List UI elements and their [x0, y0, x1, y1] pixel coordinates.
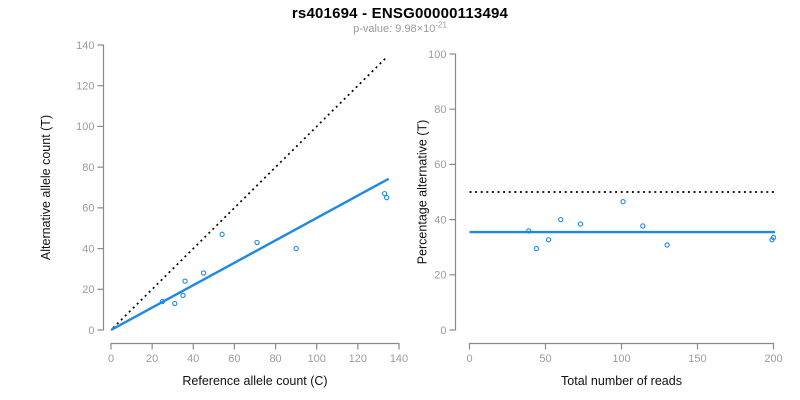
p-value-subtitle: p-value: 9.98×10-21 [0, 20, 800, 35]
y-tick-label: 40 [434, 214, 446, 226]
identity-line [112, 55, 389, 329]
x-tick-label: 40 [187, 353, 199, 365]
x-tick-label: 200 [764, 353, 782, 365]
y-tick-label: 80 [82, 162, 94, 174]
left-plot: 0 20 40 60 80 100 120 140 0 20 40 60 80 100 120 140 Refe… [39, 40, 408, 388]
y-axis-label: Percentage alternative (T) [416, 120, 430, 265]
y-tick-label: 40 [82, 243, 94, 255]
x-tick-label: 0 [466, 353, 472, 365]
x-axis-label: Total number of reads [561, 374, 682, 388]
y-tick-label: 80 [434, 104, 446, 116]
data-point [180, 292, 186, 299]
data-point [577, 221, 584, 227]
data-point [526, 228, 532, 234]
data-point [640, 223, 646, 229]
right-plot: 0 50 100 150 200 0 20 40 60 80 100 Total number of … [416, 49, 783, 388]
data-point [664, 242, 670, 248]
data-point [182, 278, 188, 284]
data-point [172, 300, 178, 307]
data-point [558, 216, 564, 223]
regression-line [110, 177, 390, 332]
x-tick-label: 0 [108, 353, 114, 365]
y-tick-label: 20 [434, 270, 446, 282]
x-tick-label: 140 [390, 353, 408, 365]
x-tick-label: 100 [308, 353, 326, 365]
y-tick-label: 100 [428, 49, 446, 61]
data-point [533, 245, 540, 252]
data-point [770, 234, 777, 241]
x-tick-label: 150 [688, 353, 706, 365]
data-point [159, 298, 166, 305]
data-point [200, 270, 207, 276]
y-tick-label: 0 [88, 325, 94, 337]
p-value-text: p-value: 9.98×10 [353, 23, 436, 35]
data-point [219, 231, 225, 237]
x-tick-label: 50 [539, 353, 551, 365]
y-tick-label: 60 [82, 203, 94, 215]
y-tick-label: 100 [76, 121, 94, 133]
chart-title: rs401694 - ENSG00000113494 [291, 5, 509, 22]
data-point [293, 245, 299, 252]
y-tick-label: 0 [440, 325, 446, 337]
x-axis-label: Reference allele count (C) [182, 374, 327, 388]
y-tick-label: 140 [76, 40, 94, 52]
y-tick-label: 60 [434, 159, 446, 171]
p-value-exponent: -21 [435, 20, 447, 30]
x-tick-label: 80 [269, 353, 281, 365]
y-axis-label: Alternative allele count (T) [39, 115, 53, 260]
x-tick-label: 100 [612, 353, 630, 365]
data-point [254, 239, 260, 246]
x-tick-label: 120 [349, 353, 367, 365]
data-point [620, 199, 626, 205]
data-point [381, 190, 388, 197]
x-tick-label: 60 [228, 353, 240, 365]
data-point [545, 237, 552, 243]
x-tick-label: 20 [146, 353, 158, 365]
y-tick-label: 20 [82, 284, 94, 296]
y-tick-label: 120 [76, 81, 94, 93]
data-point [384, 195, 390, 201]
